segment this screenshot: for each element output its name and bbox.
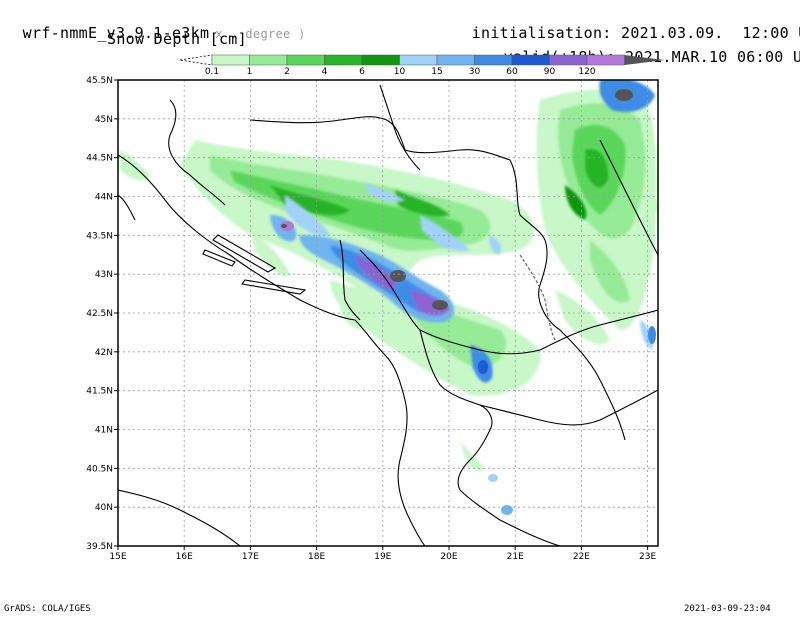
croatia-border bbox=[168, 99, 226, 206]
latitude-labels: 45.5N 45N 44.5N 44N 43.5N 43N 42.5N 42N 41.5N 41N… bbox=[86, 76, 118, 552]
colorbar-level-label: 4 bbox=[322, 67, 328, 77]
island-korcula bbox=[241, 279, 307, 295]
init-value: 2021.03.09. 12:00 UTC bbox=[620, 24, 800, 42]
kosovo-border bbox=[519, 254, 556, 341]
danube-border bbox=[379, 84, 421, 171]
colorbar-level-label: 120 bbox=[578, 67, 595, 77]
lon-label: 16E bbox=[176, 552, 193, 562]
border-south bbox=[359, 249, 658, 355]
lat-label: 43.5N bbox=[86, 231, 113, 241]
lon-label: 15E bbox=[109, 552, 126, 562]
colorbar-level-label: 10 bbox=[394, 67, 406, 77]
island-hvar bbox=[212, 234, 277, 273]
lat-label: 44.5N bbox=[86, 154, 113, 164]
montenegro-border bbox=[339, 239, 361, 321]
bulgaria-west bbox=[559, 329, 626, 441]
colorbar-level-label: 90 bbox=[544, 67, 556, 77]
graticule bbox=[118, 80, 658, 546]
model-title: wrf-nmmE_v3.9.1-e3km x . degree ) bbox=[4, 6, 306, 42]
albania-border bbox=[419, 329, 561, 546]
colorbar-level-label: 0.1 bbox=[205, 67, 219, 77]
longitude-labels: 15E 16E 17E 18E 19E 20E 21E 22E 23E bbox=[109, 546, 656, 562]
footer-credit: GrADS: COLA/IGES bbox=[4, 604, 91, 614]
colorbar-level-label: 6 bbox=[359, 67, 365, 77]
lat-label: 45N bbox=[95, 115, 113, 125]
lon-label: 22E bbox=[573, 552, 590, 562]
footer-timestamp: 2021-03-09-23:04 bbox=[684, 604, 771, 614]
lon-label: 19E bbox=[374, 552, 391, 562]
colorbar-level-label: 15 bbox=[431, 67, 442, 77]
lat-label: 43N bbox=[95, 270, 113, 280]
lat-label: 42N bbox=[95, 348, 113, 358]
sava-border bbox=[249, 119, 341, 124]
colorbar-level-label: 60 bbox=[506, 67, 518, 77]
coast-istria bbox=[118, 194, 136, 221]
lat-label: 39.5N bbox=[86, 542, 113, 552]
colorbar-legend: 0.1 1 2 4 6 10 15 30 60 90 120 bbox=[179, 54, 665, 77]
lon-label: 18E bbox=[308, 552, 325, 562]
lat-label: 40N bbox=[95, 503, 113, 513]
model-name: wrf-nmmE_v3.9.1-e3km bbox=[22, 24, 210, 42]
adriatic-coast-east bbox=[118, 154, 426, 546]
lat-label: 40.5N bbox=[86, 464, 113, 474]
lon-label: 21E bbox=[507, 552, 524, 562]
italy-heel bbox=[118, 489, 241, 546]
coastlines-borders bbox=[118, 84, 658, 546]
colorbar-level-label: 30 bbox=[469, 67, 481, 77]
romania-border bbox=[599, 139, 658, 256]
projection-note: x . degree ) bbox=[215, 27, 306, 41]
init-time: initialisation: 2021.03.09. 12:00 UTC bbox=[453, 6, 800, 42]
init-label: initialisation: bbox=[471, 24, 612, 42]
variable-title: Snow Depth [cm] bbox=[107, 30, 247, 48]
greece-border bbox=[479, 389, 658, 426]
lat-label: 44N bbox=[95, 193, 113, 203]
lat-label: 42.5N bbox=[86, 309, 113, 319]
colorbar-upper-arrow bbox=[624, 55, 665, 65]
border-north bbox=[339, 116, 561, 331]
lon-label: 23E bbox=[639, 552, 656, 562]
lon-label: 17E bbox=[242, 552, 259, 562]
lon-label: 20E bbox=[440, 552, 457, 562]
lat-label: 45.5N bbox=[86, 76, 113, 86]
island-brac bbox=[202, 249, 236, 267]
lat-label: 41.5N bbox=[86, 387, 113, 397]
colorbar-level-label: 1 bbox=[247, 67, 253, 77]
colorbar-level-label: 2 bbox=[284, 67, 290, 77]
lat-label: 41N bbox=[95, 426, 113, 436]
